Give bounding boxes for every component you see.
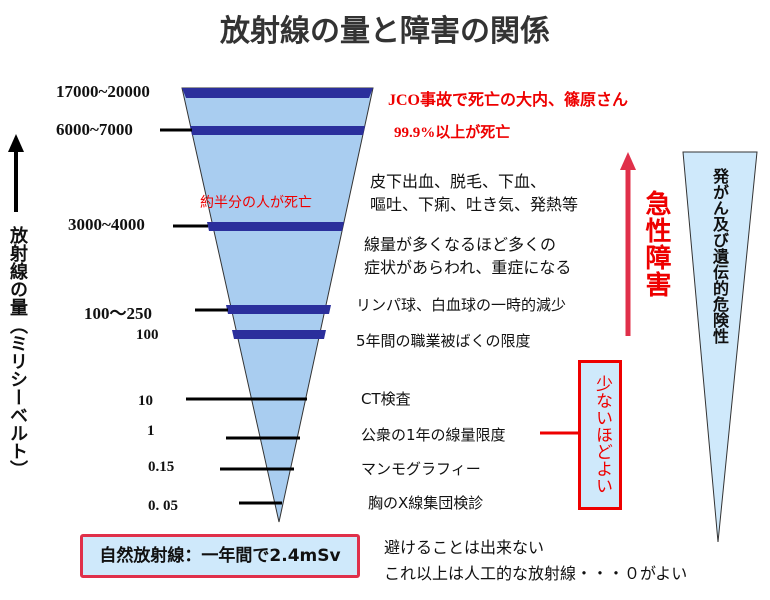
natural-radiation-box: 自然放射線：一年間で2.4mSv [80,534,360,578]
band-100 [232,330,326,339]
level-value: 100～250 [84,304,152,323]
level-description: リンパ球、白血球の一時的減少 [356,296,567,314]
level-lines [160,128,307,505]
band-3000 [207,222,344,231]
level-description: CT検査 [361,390,411,408]
level-description: 5年間の職業被ばくの限度 [356,332,531,350]
acute-damage-label: 急性障害 [641,190,671,298]
level-value: 0.15 [148,459,175,475]
level-value: 6000~7000 [56,120,133,139]
level-value: 17000~20000 [56,82,150,101]
level-description: 胸のX線集団検診 [368,494,484,512]
less-is-better-label: 少ないほどよい [592,375,612,494]
level-description: 線量が多くなるほど多くの 症状があらわれ、重症になる [364,235,572,277]
level-value: 10 [138,393,153,409]
level-value: 0. 05 [148,498,178,514]
level-description: 99.9%以上が死亡 [394,125,511,141]
y-axis-label: 放射線の量（ミリシーベルト） [7,226,28,478]
band-6000 [190,126,365,135]
level-value: 1 [147,423,155,439]
level-description: 公衆の1年の線量限度 [361,426,506,444]
level-value: 100 [136,327,159,343]
band-100-250 [226,305,331,314]
less-is-better-box: 少ないほどよい [578,360,622,510]
level-description: JCO事故で死亡の大内、篠原さん [388,92,629,109]
half-death-label: 約半分の人が死亡 [200,195,312,211]
natural-radiation-label: 自然放射線：一年間で2.4mSv [99,546,341,566]
up-arrow-icon [8,134,24,212]
cancer-risk-label: 発がん及び遺伝的危険性 [710,168,729,344]
level-value: 3000~4000 [68,215,145,234]
acute-arrow-icon [620,152,636,336]
band-17000 [182,88,373,98]
unavoidable-text: 避けることは出来ない [384,538,545,557]
level-description: マンモグラフィー [361,460,481,478]
cancer-risk-wedge [682,151,758,543]
beyond-text: これ以上は人工的な放射線・・・０がよい [384,564,688,583]
page-title: 放射線の量と障害の関係 [220,14,550,49]
symptoms-text: 皮下出血、脱毛、下血、 嘔吐、下痢、吐き気、発熱等 [370,172,579,214]
